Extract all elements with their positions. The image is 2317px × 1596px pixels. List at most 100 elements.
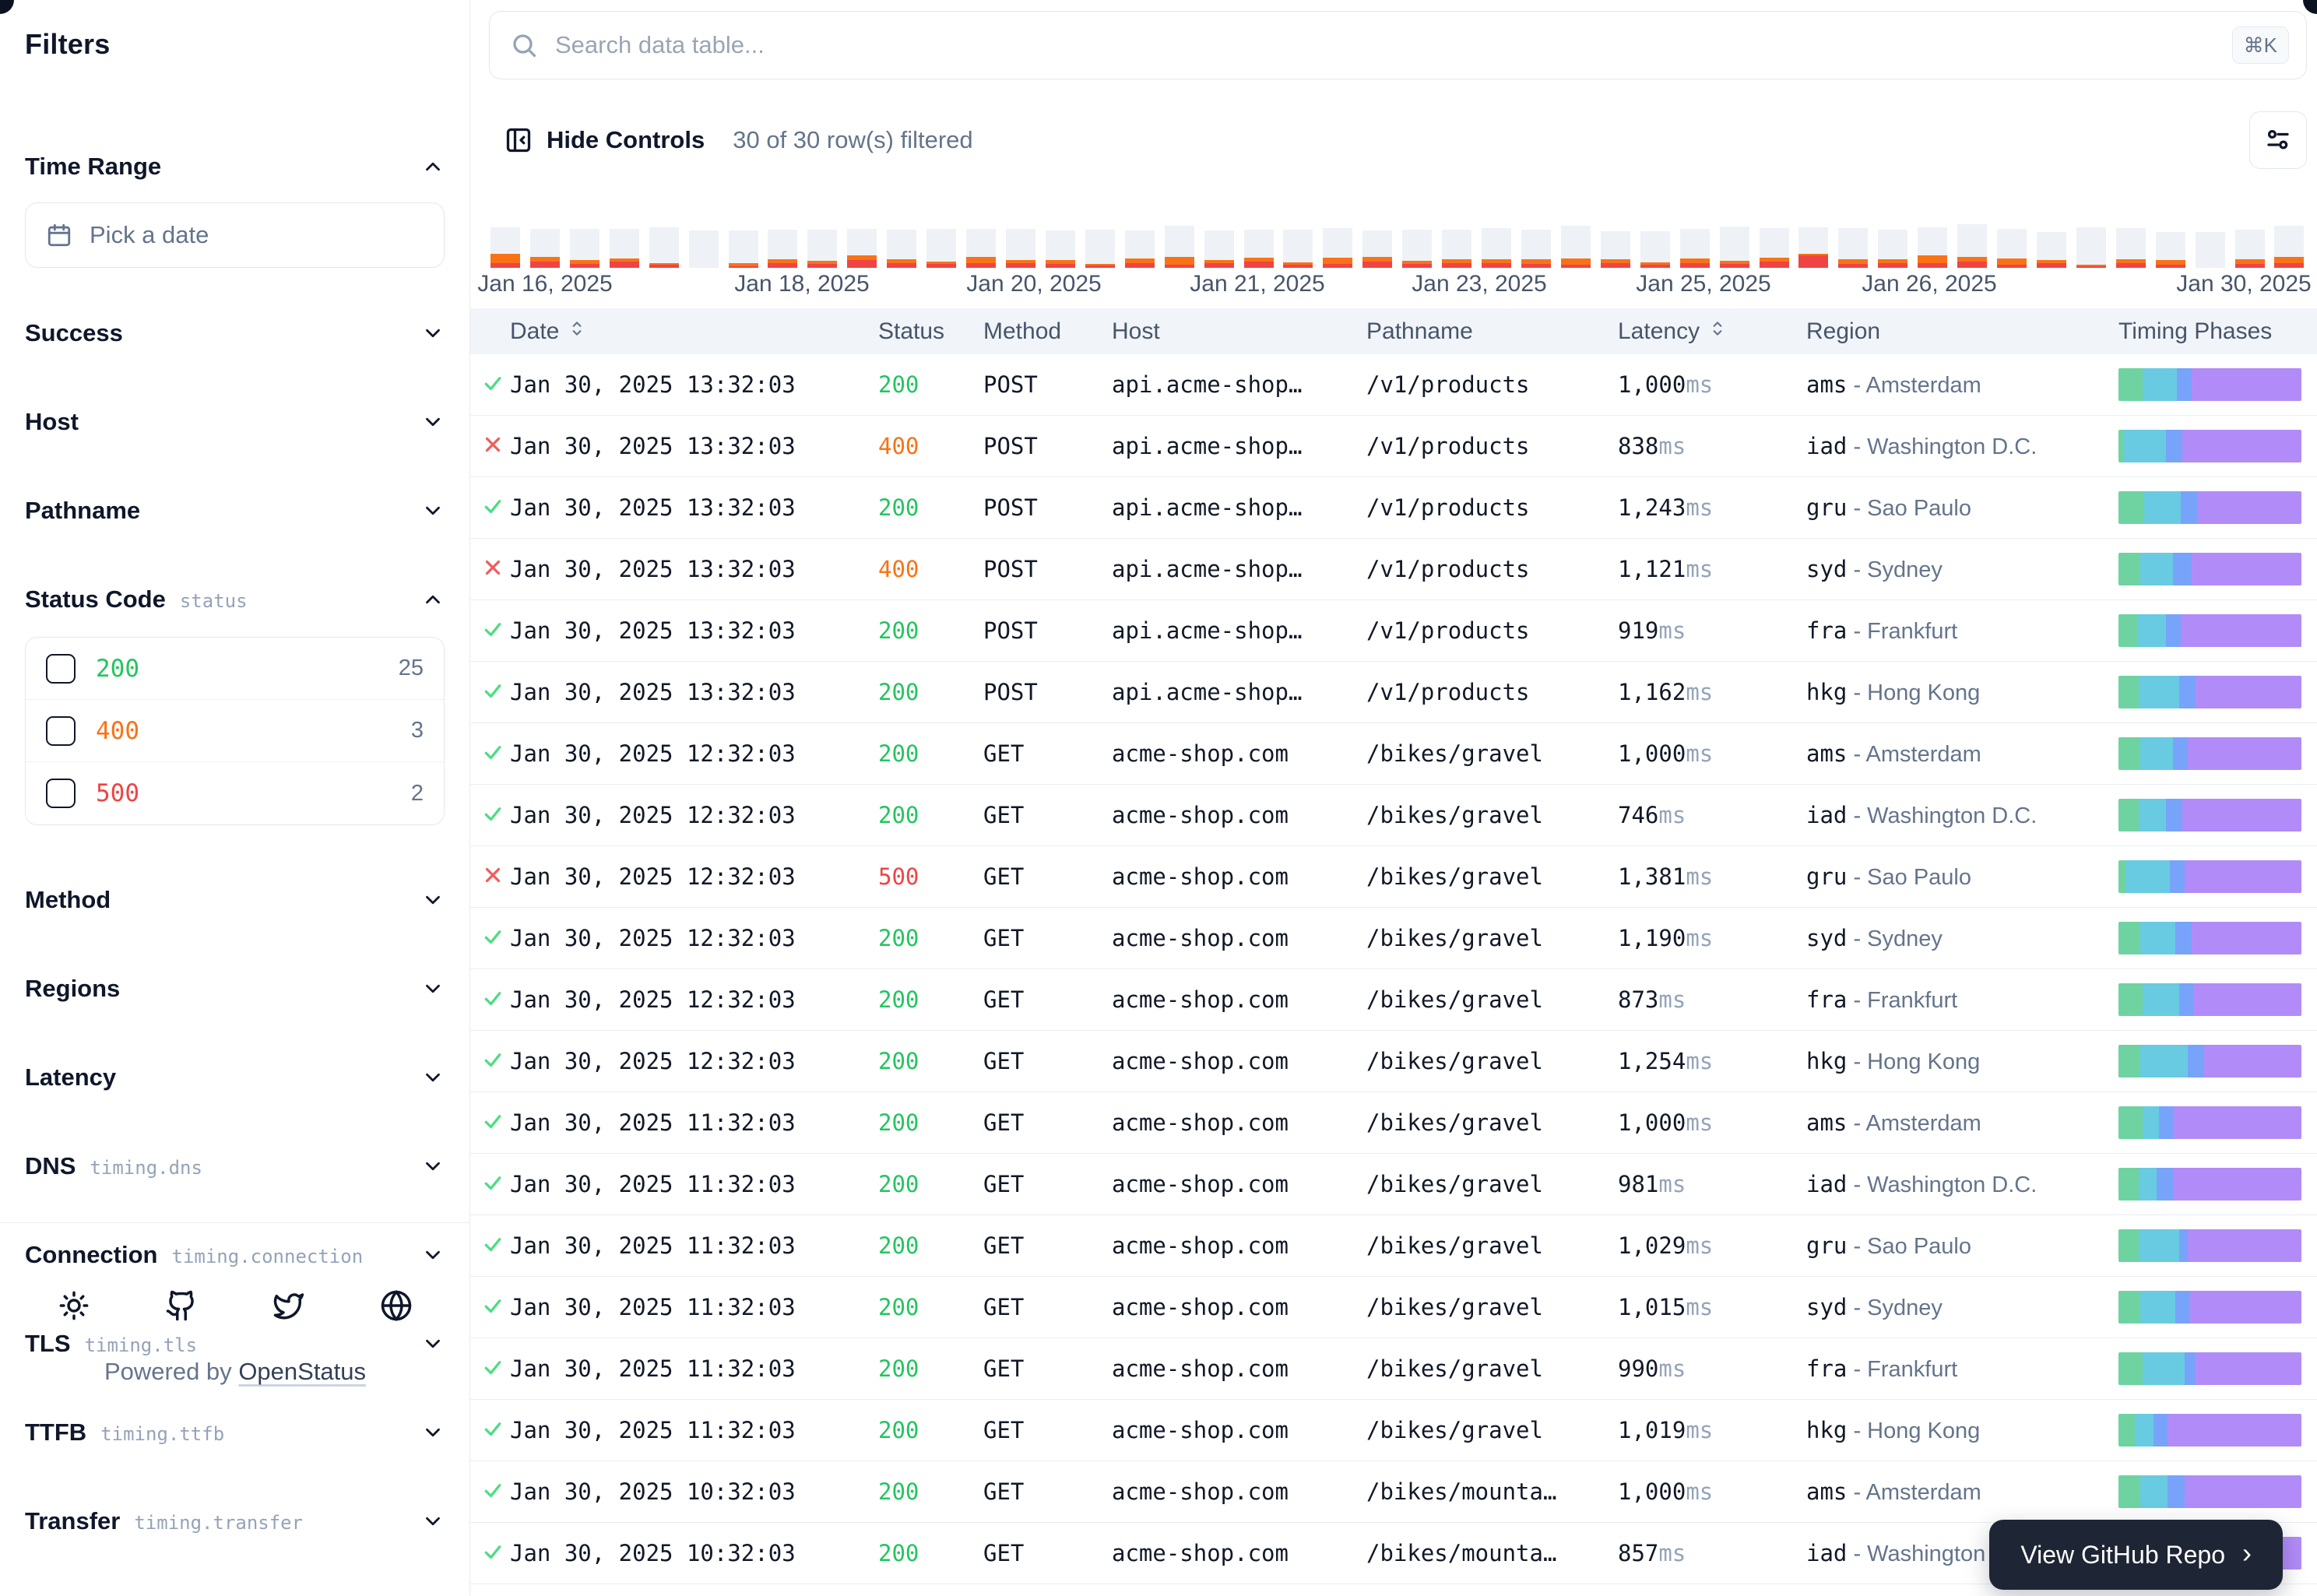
column-header-status[interactable]: Status [878,318,983,345]
column-header-region[interactable]: Region [1806,318,2118,345]
timeline-bar[interactable] [1402,230,1432,268]
table-row[interactable]: Jan 30, 2025 12:32:03 500 GET acme-shop.… [470,846,2317,908]
timeline-bar[interactable] [966,229,996,268]
timeline-bar[interactable] [1838,228,1868,268]
timeline-bar[interactable] [689,230,719,268]
table-row[interactable]: Jan 30, 2025 12:32:03 200 GET acme-shop.… [470,723,2317,785]
table-row[interactable]: Jan 30, 2025 13:32:03 200 POST api.acme-… [470,354,2317,416]
table-row[interactable]: Jan 30, 2025 12:32:03 200 GET acme-shop.… [470,969,2317,1031]
section-host[interactable]: Host [25,408,445,436]
timeline-bar[interactable] [729,230,758,268]
table-row[interactable]: Jan 30, 2025 13:32:03 400 POST api.acme-… [470,539,2317,600]
timeline-bar[interactable] [610,229,639,268]
status-code-option[interactable]: 500 2 [26,762,444,824]
section-method[interactable]: Method [25,886,445,914]
timeline-bar[interactable] [1323,228,1352,268]
column-header-timing-phases[interactable]: Timing Phases [2118,318,2317,345]
table-row[interactable]: Jan 30, 2025 10:32:03 200 GET acme-shop.… [470,1461,2317,1523]
timeline-bar[interactable] [649,227,679,268]
view-github-repo-button[interactable]: View GitHub Repo › [1989,1520,2283,1590]
view-options-button[interactable] [2249,111,2307,169]
timeline-bar[interactable] [1957,224,1987,268]
timeline-bar[interactable] [490,227,520,268]
timeline-bar[interactable] [2076,227,2106,268]
checkbox[interactable] [46,654,76,684]
table-row[interactable]: Jan 30, 2025 11:32:03 200 GET acme-shop.… [470,1154,2317,1215]
timeline-bar[interactable] [570,229,599,268]
table-row[interactable]: Jan 30, 2025 11:32:03 200 GET acme-shop.… [470,1277,2317,1338]
timeline-bar[interactable] [2156,232,2185,268]
timeline-bar[interactable] [1561,226,1591,268]
section-time-range[interactable]: Time Range [25,153,445,181]
timeline-bar[interactable] [926,229,956,268]
checkbox[interactable] [46,779,76,808]
timeline-bar[interactable] [1720,227,1749,268]
timeline-bar[interactable] [2274,226,2304,268]
github-icon[interactable] [165,1289,198,1322]
timeline-bar[interactable] [2235,230,2265,268]
hide-controls-button[interactable]: Hide Controls [505,126,705,154]
table-row[interactable]: Jan 30, 2025 11:32:03 200 GET acme-shop.… [470,1215,2317,1277]
status-code-option[interactable]: 400 3 [26,700,444,762]
table-row[interactable]: Jan 30, 2025 12:32:03 200 GET acme-shop.… [470,908,2317,969]
section-transfer[interactable]: Transfertiming.transfer [25,1507,445,1535]
timeline-bar[interactable] [1482,228,1511,268]
twitter-icon[interactable] [272,1289,305,1322]
timeline-bar[interactable] [1125,230,1155,268]
table-row[interactable]: Jan 30, 2025 13:32:03 400 POST api.acme-… [470,416,2317,477]
timeline-bar[interactable] [1046,230,1075,268]
timeline-bar[interactable] [1601,231,1630,268]
timeline-bar[interactable] [807,230,837,268]
column-header-date[interactable]: Date [510,318,878,345]
search-input[interactable]: Search data table... ⌘K [489,11,2307,79]
section-dns[interactable]: DNStiming.dns [25,1152,445,1180]
timeline-bar[interactable] [768,230,797,268]
timeline-bar[interactable] [2116,228,2146,268]
column-header-pathname[interactable]: Pathname [1366,318,1618,345]
table-row[interactable]: Jan 30, 2025 12:32:03 200 GET acme-shop.… [470,785,2317,846]
section-success[interactable]: Success [25,319,445,347]
timeline-bar[interactable] [1085,230,1115,268]
section-latency[interactable]: Latency [25,1063,445,1092]
section-status-code[interactable]: Status Code status [25,585,445,613]
status-code-option[interactable]: 200 25 [26,638,444,700]
checkbox[interactable] [46,716,76,746]
column-header-latency[interactable]: Latency [1618,318,1806,345]
section-ttfb[interactable]: TTFBtiming.ttfb [25,1418,445,1447]
timeline-bar[interactable] [1442,230,1471,268]
timeline-bar[interactable] [1521,230,1551,268]
timeline-bar[interactable] [1997,229,2027,268]
timeline-bar[interactable] [2037,232,2066,268]
timeline-bar[interactable] [1918,227,1947,268]
timeline-bar[interactable] [847,229,877,268]
timeline-bar[interactable] [1760,228,1789,268]
timeline-bar[interactable] [1165,226,1194,268]
column-header-method[interactable]: Method [983,318,1112,345]
table-row[interactable]: Jan 30, 2025 12:32:03 200 GET acme-shop.… [470,1031,2317,1092]
table-row[interactable]: Jan 30, 2025 13:32:03 200 POST api.acme-… [470,477,2317,539]
timeline-bar[interactable] [1006,229,1035,268]
timeline-bar[interactable] [1244,230,1274,268]
column-header-host[interactable]: Host [1112,318,1366,345]
date-picker-input[interactable]: Pick a date [25,202,445,268]
table-row[interactable]: Jan 30, 2025 11:32:03 200 GET acme-shop.… [470,1092,2317,1154]
timeline-bar[interactable] [1204,230,1234,268]
table-row[interactable]: Jan 30, 2025 11:32:03 200 GET acme-shop.… [470,1400,2317,1461]
theme-toggle-sun-icon[interactable] [58,1289,90,1322]
table-row[interactable]: Jan 30, 2025 13:32:03 200 POST api.acme-… [470,662,2317,723]
timeline-bar[interactable] [887,230,916,268]
timeline-bar[interactable] [2196,232,2225,268]
section-regions[interactable]: Regions [25,975,445,1003]
timeline-bar[interactable] [1878,230,1907,268]
table-row[interactable]: Jan 30, 2025 13:32:03 200 POST api.acme-… [470,600,2317,662]
timeline-bar[interactable] [1362,230,1392,268]
timeline-bar[interactable] [1798,227,1828,268]
section-pathname[interactable]: Pathname [25,497,445,525]
timeline-bar[interactable] [1283,230,1313,268]
timeline-bar[interactable] [1640,231,1670,268]
timeline-bar[interactable] [1680,229,1710,268]
table-row[interactable]: Jan 30, 2025 11:32:03 200 GET acme-shop.… [470,1338,2317,1400]
timeline-bar[interactable] [530,229,560,268]
globe-icon[interactable] [380,1289,413,1322]
openstatus-link[interactable]: OpenStatus [238,1358,366,1385]
